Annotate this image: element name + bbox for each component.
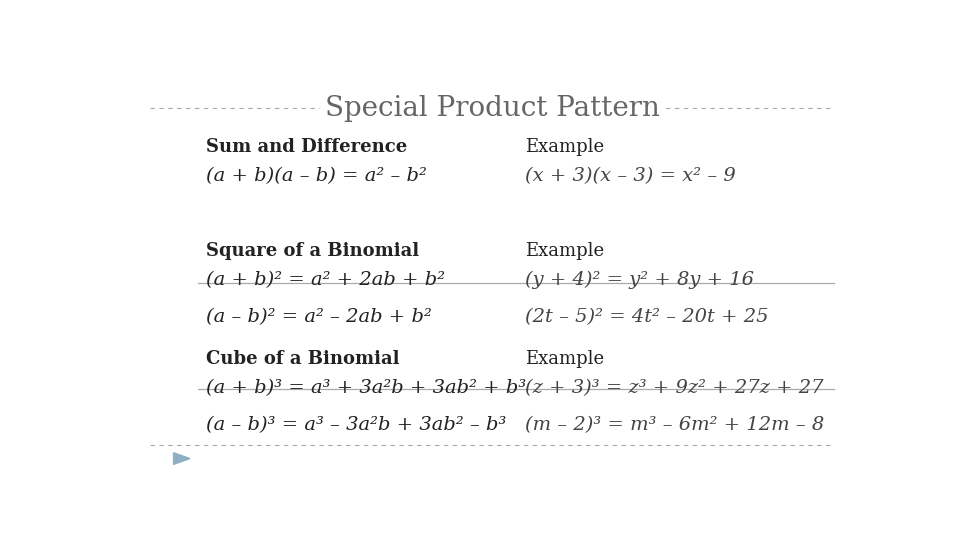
Text: Special Product Pattern: Special Product Pattern [324,95,660,122]
Polygon shape [174,453,190,464]
Text: Square of a Binomial: Square of a Binomial [205,241,419,260]
Text: (x + 3)(x – 3) = x² – 9: (x + 3)(x – 3) = x² – 9 [525,167,736,185]
Text: Example: Example [525,349,605,368]
Text: (a + b)³ = a³ + 3a²b + 3ab² + b³: (a + b)³ = a³ + 3a²b + 3ab² + b³ [205,379,526,397]
Text: (a – b)³ = a³ – 3a²b + 3ab² – b³: (a – b)³ = a³ – 3a²b + 3ab² – b³ [205,416,506,434]
Text: (a + b)² = a² + 2ab + b²: (a + b)² = a² + 2ab + b² [205,271,444,288]
Text: (a – b)² = a² – 2ab + b²: (a – b)² = a² – 2ab + b² [205,308,431,326]
Text: Example: Example [525,241,605,260]
Text: (a + b)(a – b) = a² – b²: (a + b)(a – b) = a² – b² [205,167,426,185]
Text: Sum and Difference: Sum and Difference [205,138,407,156]
Text: Example: Example [525,138,605,156]
Text: Cube of a Binomial: Cube of a Binomial [205,349,399,368]
Text: (2t – 5)² = 4t² – 20t + 25: (2t – 5)² = 4t² – 20t + 25 [525,308,769,326]
Text: (y + 4)² = y² + 8y + 16: (y + 4)² = y² + 8y + 16 [525,271,755,289]
Text: (z + 3)³ = z³ + 9z² + 27z + 27: (z + 3)³ = z³ + 9z² + 27z + 27 [525,379,824,397]
Text: (m – 2)³ = m³ – 6m² + 12m – 8: (m – 2)³ = m³ – 6m² + 12m – 8 [525,416,825,434]
